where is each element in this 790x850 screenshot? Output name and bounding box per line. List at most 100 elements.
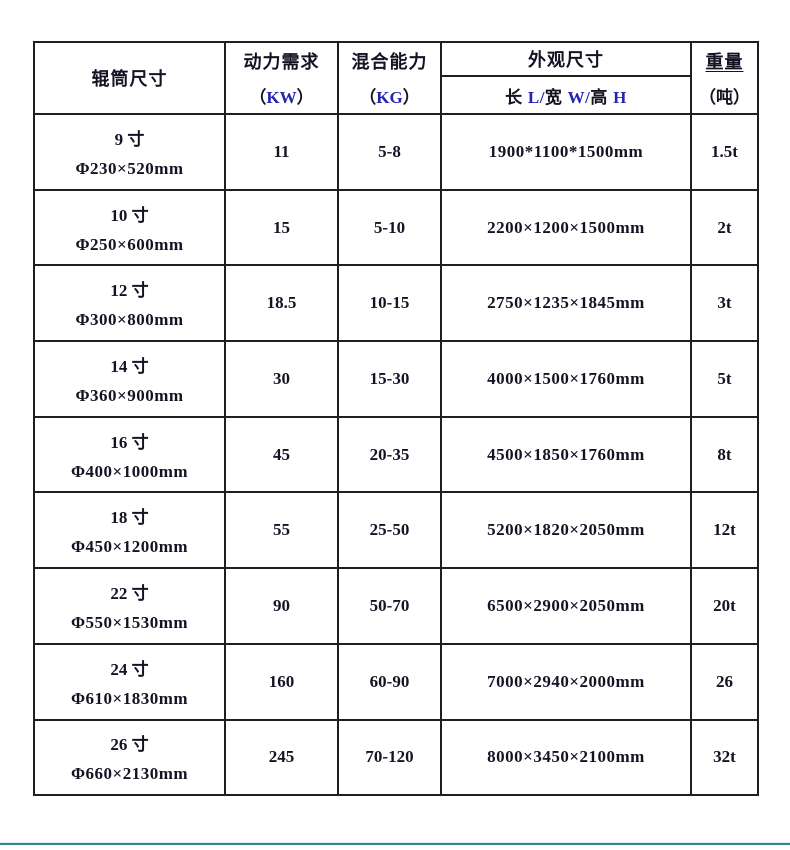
cell-power-kw: 11 [224, 113, 339, 191]
table-row: 26 寸 Φ660×2130mm 245 70-120 8000×3450×2100mm… [33, 718, 759, 797]
table-row: 22 寸 Φ550×1530mm 90 50-70 6500×2900×2050mm 20… [33, 567, 759, 645]
roller-size-inches: 14 寸 [110, 356, 149, 376]
header-capacity-unit: （KG） [340, 83, 439, 108]
cell-roller-size: 14 寸 Φ360×900mm [33, 340, 226, 418]
cell-capacity-kg: 70-120 [337, 718, 442, 797]
cell-weight-tons: 20t [690, 567, 759, 645]
roller-size-inches: 26 寸 [110, 735, 149, 755]
roller-size-mm: Φ450×1200mm [70, 537, 189, 557]
roller-size-inches: 22 寸 [110, 583, 149, 603]
text-segment: H [613, 87, 627, 107]
cell-outer-dimensions: 2750×1235×1845mm [440, 264, 692, 343]
cell-capacity-kg: 25-50 [337, 491, 442, 570]
table-body: 9 寸 Φ230×520mm 11 5-8 1900*1100*1500mm 1.5t 10… [33, 113, 759, 797]
table-row: 18 寸 Φ450×1200mm 55 25-50 5200×1820×2050mm 12… [33, 491, 759, 570]
cell-roller-size: 9 寸 Φ230×520mm [33, 113, 226, 191]
cell-power-kw: 245 [224, 718, 339, 797]
cell-capacity-kg: 20-35 [337, 415, 442, 494]
cell-roller-size: 10 寸 Φ250×600mm [33, 188, 226, 267]
text-segment: ） [402, 88, 420, 107]
table-row: 24 寸 Φ610×1830mm 160 60-90 7000×2940×2000mm 2… [33, 642, 759, 721]
table-row: 10 寸 Φ250×600mm 15 5-10 2200×1200×1500mm 2t [33, 188, 759, 267]
table-row: 12 寸 Φ300×800mm 18.5 10-15 2750×1235×1845mm 3… [33, 264, 759, 343]
text-segment: 高 [590, 87, 614, 107]
header-power-unit: （KW） [227, 83, 336, 108]
text-segment: W/ [567, 87, 591, 107]
header-dimensions-sub: 长 L/宽 W/高 H [440, 75, 692, 115]
cell-outer-dimensions: 4500×1850×1760mm [440, 415, 692, 494]
cell-outer-dimensions: 5200×1820×2050mm [440, 491, 692, 570]
cell-power-kw: 45 [224, 415, 339, 494]
roller-size-inches: 24 寸 [110, 659, 149, 679]
cell-capacity-kg: 50-70 [337, 567, 442, 645]
text-segment: 宽 [544, 87, 568, 107]
table-row: 16 寸 Φ400×1000mm 45 20-35 4500×1850×1760mm 8t [33, 415, 759, 494]
cell-weight-tons: 8t [690, 415, 759, 494]
cell-capacity-kg: 5-10 [337, 188, 442, 267]
cell-power-kw: 15 [224, 188, 339, 267]
cell-power-kw: 30 [224, 340, 339, 418]
cell-capacity-kg: 60-90 [337, 642, 442, 721]
divider-teal-line [0, 843, 790, 845]
text-segment: L/ [527, 87, 545, 107]
roller-size-inches: 18 寸 [110, 508, 149, 528]
cell-roller-size: 22 寸 Φ550×1530mm [33, 567, 226, 645]
cell-outer-dimensions: 7000×2940×2000mm [440, 642, 692, 721]
bottom-divider [0, 842, 790, 845]
header-weight-unit: （吨） [699, 88, 750, 107]
cell-outer-dimensions: 2200×1200×1500mm [440, 188, 692, 267]
cell-power-kw: 18.5 [224, 264, 339, 343]
text-segment: KW [266, 88, 297, 107]
roller-size-mm: Φ250×600mm [75, 234, 184, 254]
cell-outer-dimensions: 4000×1500×1760mm [440, 340, 692, 418]
text-segment: 长 [505, 87, 528, 107]
table-header: 辊筒尺寸 动力需求 （KW） 混合能力 （KG） 外观尺寸 重量 [33, 41, 759, 115]
header-weight: 重量 （吨） [690, 41, 759, 115]
roller-size-mm: Φ550×1530mm [70, 612, 189, 632]
cell-weight-tons: 2t [690, 188, 759, 267]
header-capacity-label: 混合能力 [351, 52, 428, 72]
spec-table: 辊筒尺寸 动力需求 （KW） 混合能力 （KG） 外观尺寸 重量 [33, 41, 759, 797]
text-segment: （ [359, 88, 377, 107]
header-dimensions: 外观尺寸 [440, 41, 692, 77]
cell-outer-dimensions: 6500×2900×2050mm [440, 567, 692, 645]
cell-power-kw: 160 [224, 642, 339, 721]
cell-roller-size: 26 寸 Φ660×2130mm [33, 718, 226, 797]
table-row: 9 寸 Φ230×520mm 11 5-8 1900*1100*1500mm 1.5t [33, 113, 759, 191]
cell-outer-dimensions: 1900*1100*1500mm [440, 113, 692, 191]
roller-size-mm: Φ300×800mm [75, 310, 184, 330]
cell-weight-tons: 26 [690, 642, 759, 721]
table-row: 14 寸 Φ360×900mm 30 15-30 4000×1500×1760mm 5t [33, 340, 759, 418]
roller-size-mm: Φ660×2130mm [70, 764, 189, 784]
roller-size-inches: 16 寸 [110, 432, 149, 452]
text-segment: KG [376, 88, 403, 107]
header-roller-size: 辊筒尺寸 [33, 41, 226, 115]
cell-outer-dimensions: 8000×3450×2100mm [440, 718, 692, 797]
cell-power-kw: 90 [224, 567, 339, 645]
roller-size-mm: Φ610×1830mm [70, 688, 189, 708]
text-segment: （ [249, 88, 267, 107]
roller-size-inches: 9 寸 [114, 129, 145, 149]
cell-weight-tons: 32t [690, 718, 759, 797]
cell-roller-size: 18 寸 Φ450×1200mm [33, 491, 226, 570]
header-power: 动力需求 （KW） [224, 41, 339, 115]
cell-roller-size: 12 寸 Φ300×800mm [33, 264, 226, 343]
header-capacity: 混合能力 （KG） [337, 41, 442, 115]
cell-capacity-kg: 5-8 [337, 113, 442, 191]
roller-size-mm: Φ230×520mm [75, 158, 184, 178]
divider-light-line [0, 842, 790, 843]
cell-power-kw: 55 [224, 491, 339, 570]
cell-roller-size: 16 寸 Φ400×1000mm [33, 415, 226, 494]
cell-weight-tons: 5t [690, 340, 759, 418]
cell-weight-tons: 3t [690, 264, 759, 343]
cell-weight-tons: 1.5t [690, 113, 759, 191]
text-segment: ） [296, 88, 314, 107]
cell-capacity-kg: 10-15 [337, 264, 442, 343]
cell-weight-tons: 12t [690, 491, 759, 570]
cell-capacity-kg: 15-30 [337, 340, 442, 418]
header-weight-label: 重量 [705, 52, 744, 72]
roller-size-mm: Φ400×1000mm [70, 461, 189, 481]
roller-size-mm: Φ360×900mm [75, 385, 184, 405]
roller-size-inches: 12 寸 [110, 281, 149, 301]
